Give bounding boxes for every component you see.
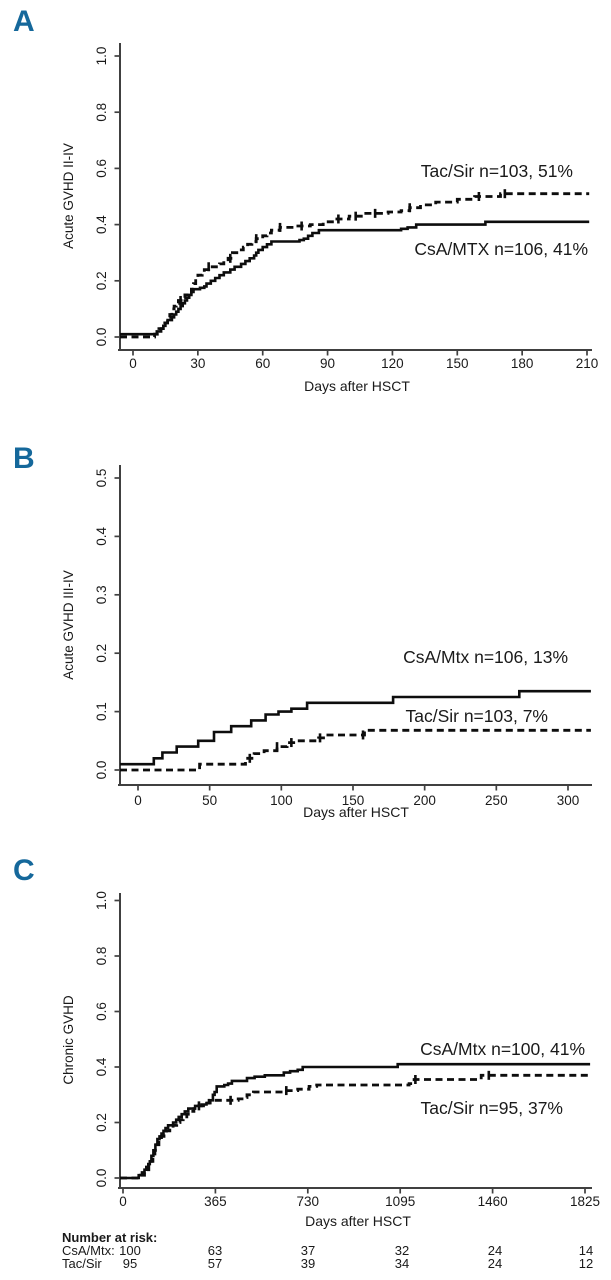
y-tick-label: 0.8 — [94, 947, 109, 966]
x-tick-label: 180 — [511, 356, 534, 371]
series-csa-mtx-curve — [120, 1062, 591, 1180]
risk-value: 12 — [579, 1256, 593, 1271]
legend-tac-sir: Tac/Sir n=103, 7% — [405, 706, 548, 726]
y-tick-label: 0.4 — [94, 527, 109, 546]
x-tick-label: 0 — [134, 793, 142, 808]
y-tick-label: 0.5 — [94, 469, 109, 488]
y-tick-label: 0.2 — [94, 271, 109, 290]
x-tick-label: 150 — [342, 793, 365, 808]
risk-value: 24 — [488, 1243, 502, 1258]
x-tick-label: 0 — [119, 1194, 127, 1209]
y-tick-label: 0.2 — [94, 1113, 109, 1132]
y-tick-label: 1.0 — [94, 47, 109, 66]
y-axis-title: Acute GVHD III-IV — [61, 570, 76, 680]
legend-csa-mtx: CsA/Mtx n=106, 13% — [403, 647, 568, 667]
legend-tac-sir: Tac/Sir n=95, 37% — [420, 1098, 563, 1118]
x-tick-label: 90 — [320, 356, 335, 371]
series-tac-sir-curve — [120, 728, 591, 772]
legend-csa-mtx: CsA/MTX n=106, 41% — [414, 239, 588, 259]
acute-gvhd-iii-iv-chart: 0 50 100 150 200 250 300 0.0 0.1 0.2 0.3 0.4 0.5 Acut… — [61, 465, 592, 820]
risk-value: 14 — [579, 1243, 593, 1258]
series-csa-mtx-curve — [120, 689, 591, 766]
legend-csa-mtx: CsA/Mtx n=100, 41% — [420, 1039, 585, 1059]
y-tick-label: 0.4 — [94, 215, 109, 234]
risk-value: 39 — [301, 1256, 315, 1271]
y-tick-label: 0.4 — [94, 1057, 109, 1076]
x-axis-title: Days after HSCT — [303, 804, 409, 820]
series-tac-sir-curve — [120, 192, 590, 339]
risk-value: 34 — [395, 1256, 409, 1271]
x-tick-label: 1095 — [385, 1194, 415, 1209]
x-tick-label: 30 — [190, 356, 205, 371]
panel-b-letter: B — [13, 442, 35, 475]
risk-row-label: CsA/Mtx: — [62, 1243, 115, 1258]
number-at-risk-title: Number at risk: — [62, 1230, 157, 1245]
y-tick-label: 0.0 — [94, 328, 109, 347]
x-tick-label: 1825 — [570, 1194, 600, 1209]
x-tick-label: 150 — [446, 356, 469, 371]
x-tick-label: 250 — [485, 793, 508, 808]
chronic-gvhd-chart: 0 365 730 1095 1460 1825 0.0 0.2 0.4 0.6 0.8 1.0 Chr… — [61, 891, 600, 1271]
series-csa-mtx-curve — [120, 220, 590, 336]
x-axis-title: Days after HSCT — [305, 1213, 411, 1229]
legend-tac-sir: Tac/Sir n=103, 51% — [421, 161, 573, 181]
x-tick-label: 730 — [297, 1194, 320, 1209]
x-tick-label: 50 — [202, 793, 217, 808]
x-tick-label: 1460 — [478, 1194, 508, 1209]
y-tick-label: 0.0 — [94, 1169, 109, 1188]
x-tick-label: 200 — [413, 793, 436, 808]
series-tac-sir-curve — [120, 1073, 591, 1180]
risk-value: 32 — [395, 1243, 409, 1258]
y-tick-label: 0.0 — [94, 761, 109, 780]
y-tick-label: 1.0 — [94, 891, 109, 910]
x-tick-label: 365 — [204, 1194, 227, 1209]
x-tick-label: 120 — [381, 356, 404, 371]
acute-gvhd-ii-iv-chart: 0 30 60 90 120 150 180 210 0.0 0.2 0.4 0.6 0.8 1.0 Acu… — [61, 43, 599, 394]
y-tick-label: 0.6 — [94, 1002, 109, 1021]
x-tick-label: 300 — [557, 793, 580, 808]
x-tick-label: 210 — [576, 356, 599, 371]
y-tick-label: 0.8 — [94, 103, 109, 122]
y-tick-label: 0.3 — [94, 585, 109, 604]
risk-value: 95 — [123, 1256, 137, 1271]
risk-value: 100 — [119, 1243, 141, 1258]
y-tick-label: 0.6 — [94, 159, 109, 178]
panel-c-letter: C — [13, 854, 35, 887]
risk-row-label: Tac/Sir — [62, 1256, 102, 1271]
y-tick-label: 0.2 — [94, 644, 109, 663]
y-axis-title: Acute GVHD II-IV — [61, 143, 76, 249]
panel-a-letter: A — [13, 5, 35, 38]
x-tick-label: 60 — [255, 356, 270, 371]
x-axis-title: Days after HSCT — [304, 378, 410, 394]
risk-value: 63 — [208, 1243, 222, 1258]
risk-value: 57 — [208, 1256, 222, 1271]
risk-value: 37 — [301, 1243, 315, 1258]
x-tick-label: 100 — [270, 793, 293, 808]
y-axis-title: Chronic GVHD — [61, 995, 76, 1085]
y-tick-label: 0.1 — [94, 702, 109, 721]
risk-value: 24 — [488, 1256, 502, 1271]
x-tick-label: 0 — [129, 356, 137, 371]
